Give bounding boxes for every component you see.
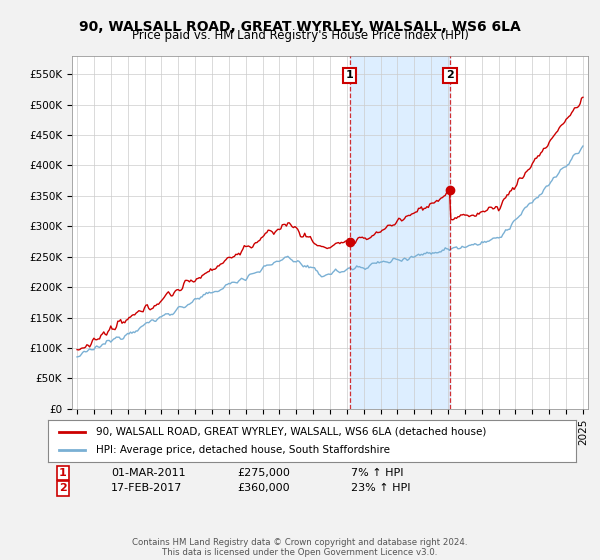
Text: 23% ↑ HPI: 23% ↑ HPI [351,483,410,493]
Text: £360,000: £360,000 [237,483,290,493]
Text: £275,000: £275,000 [237,468,290,478]
Text: 1: 1 [59,468,67,478]
Text: 2: 2 [446,71,454,81]
Text: 90, WALSALL ROAD, GREAT WYRLEY, WALSALL, WS6 6LA: 90, WALSALL ROAD, GREAT WYRLEY, WALSALL,… [79,20,521,34]
Text: 2: 2 [59,483,67,493]
Bar [350,56,450,409]
Text: 1: 1 [346,71,353,81]
Text: HPI: Average price, detached house, South Staffordshire: HPI: Average price, detached house, Sout… [95,445,389,455]
Text: 17-FEB-2017: 17-FEB-2017 [111,483,182,493]
Text: Price paid vs. HM Land Registry's House Price Index (HPI): Price paid vs. HM Land Registry's House … [131,29,469,42]
Text: 01-MAR-2011: 01-MAR-2011 [111,468,185,478]
Text: 90, WALSALL ROAD, GREAT WYRLEY, WALSALL, WS6 6LA (detached house): 90, WALSALL ROAD, GREAT WYRLEY, WALSALL,… [95,427,486,437]
Text: 7% ↑ HPI: 7% ↑ HPI [351,468,404,478]
Text: Contains HM Land Registry data © Crown copyright and database right 2024.
This d: Contains HM Land Registry data © Crown c… [132,538,468,557]
